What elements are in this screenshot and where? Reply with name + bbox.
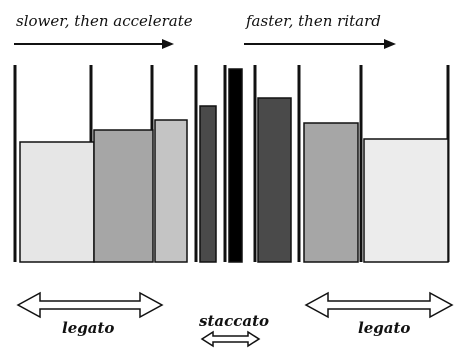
staccato-arrow <box>200 330 261 348</box>
note-box <box>154 119 188 263</box>
staccato-label: staccato <box>199 312 269 330</box>
right-tempo-arrow <box>244 39 396 49</box>
legato-left-label: legato <box>62 319 114 337</box>
note-box <box>93 129 154 263</box>
note-box <box>363 138 449 263</box>
right-tempo-caption: faster, then ritard <box>245 12 381 30</box>
left-tempo-arrow <box>14 39 174 49</box>
legato-right-label: legato <box>358 319 410 337</box>
legato-left-arrow <box>16 291 164 319</box>
note-box <box>19 141 95 263</box>
note-boxes <box>19 68 449 263</box>
left-tempo-caption: slower, then accelerate <box>16 12 193 30</box>
note-box <box>228 68 243 263</box>
note-box <box>257 97 292 263</box>
note-box <box>199 105 217 263</box>
legato-right-arrow <box>304 291 454 319</box>
note-box <box>303 122 359 263</box>
